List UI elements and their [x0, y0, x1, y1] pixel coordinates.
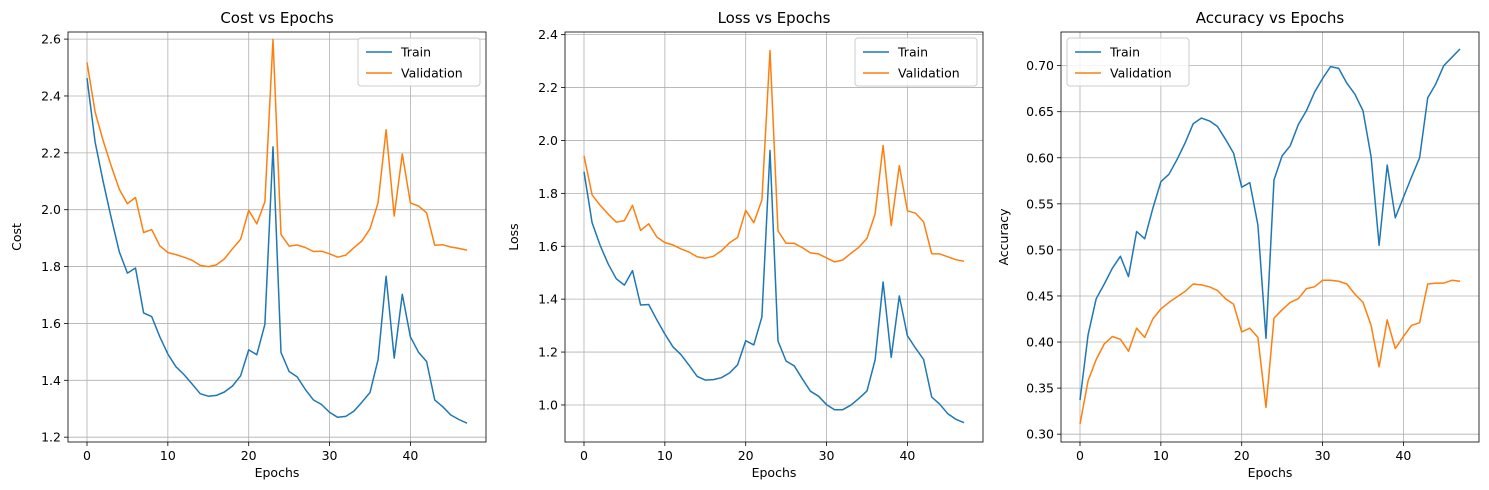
y-tick-label: 1.8: [41, 259, 61, 274]
x-tick-label: 0: [1076, 448, 1084, 463]
x-tick-label: 10: [160, 448, 176, 463]
legend-box: [357, 37, 481, 87]
y-axis-label: Loss: [506, 223, 521, 250]
grid: [1061, 32, 1479, 442]
y-tick-label: 0.55: [1026, 196, 1054, 211]
x-tick-label: 0: [580, 448, 588, 463]
legend-label-validation: Validation: [1110, 66, 1172, 81]
x-tick-label: 40: [899, 448, 915, 463]
y-tick-label: 0.65: [1026, 104, 1054, 119]
x-tick-label: 40: [402, 448, 418, 463]
y-tick-label: 1.4: [538, 292, 558, 307]
y-tick-label: 0.35: [1026, 381, 1054, 396]
legend-label-validation: Validation: [898, 66, 960, 81]
y-axis-label: Accuracy: [996, 208, 1011, 266]
series-line-train: [583, 149, 965, 424]
y-tick-label: 2.0: [538, 133, 558, 148]
x-tick-label: 40: [1395, 448, 1411, 463]
y-tick-label: 2.0: [41, 202, 61, 217]
axes-frame: [1060, 31, 1480, 443]
legend-label-train: Train: [400, 45, 431, 60]
series-line-validation: [86, 38, 468, 268]
subplot-3: 0 10 20 30 40 0.30 0.35 0.40 0.45 0.50 0.55 0.60 0.6…: [996, 9, 1480, 480]
x-axis-label: Epochs: [1248, 465, 1293, 480]
chart-title: Cost vs Epochs: [220, 9, 334, 27]
y-tick-label: 0.70: [1026, 58, 1054, 73]
legend: Train Validation: [1066, 37, 1190, 87]
legend-label-train: Train: [1109, 45, 1140, 60]
x-tick-label: 10: [1153, 448, 1169, 463]
y-tick-label: 0.60: [1026, 150, 1054, 165]
x-axis-label: Epochs: [752, 465, 797, 480]
chart-title: Accuracy vs Epochs: [1196, 9, 1345, 27]
y-tick-label: 0.50: [1026, 242, 1054, 257]
legend: Train Validation: [357, 37, 481, 87]
x-axis-label: Epochs: [255, 465, 300, 480]
legend-box: [1066, 37, 1190, 87]
axes-frame: [67, 31, 487, 443]
x-tick-label: 20: [241, 448, 257, 463]
subplot-1: 0 10 20 30 40 1.2 1.4 1.6 1.8 2.0 2.2 2.4 2.6 Cost vs…: [9, 9, 487, 480]
y-tick-label: 1.8: [538, 186, 558, 201]
chart-title: Loss vs Epochs: [718, 9, 831, 27]
x-tick-label: 20: [738, 448, 754, 463]
x-tick-label: 30: [1315, 448, 1331, 463]
y-tick-label: 2.6: [41, 32, 61, 47]
x-tick-label: 20: [1234, 448, 1250, 463]
y-tick-label: 2.2: [538, 80, 558, 95]
y-tick-label: 1.2: [538, 345, 558, 360]
y-tick-label: 1.6: [538, 239, 558, 254]
legend-label-validation: Validation: [401, 66, 463, 81]
y-tick-label: 1.0: [538, 397, 558, 412]
x-tick-label: 30: [322, 448, 338, 463]
subplot-2: 0 10 20 30 40 1.0 1.2 1.4 1.6 1.8 2.0 2.2 2.4 Loss vs…: [506, 9, 984, 480]
series-line-train: [1079, 48, 1461, 401]
x-tick-label: 10: [657, 448, 673, 463]
y-tick-label: 1.6: [41, 316, 61, 331]
series-line-validation: [1079, 279, 1461, 425]
y-tick-label: 0.40: [1026, 335, 1054, 350]
legend: Train Validation: [854, 37, 978, 87]
y-tick-label: 1.4: [41, 373, 61, 388]
y-tick-label: 1.2: [41, 430, 61, 445]
legend-label-train: Train: [897, 45, 928, 60]
y-tick-label: 0.30: [1026, 427, 1054, 442]
y-tick-label: 2.4: [538, 27, 558, 42]
x-tick-label: 30: [819, 448, 835, 463]
series-line-validation: [583, 49, 965, 263]
y-tick-label: 2.2: [41, 145, 61, 160]
legend-box: [854, 37, 978, 87]
x-tick-label: 0: [83, 448, 91, 463]
y-tick-label: 2.4: [41, 88, 61, 103]
axes-frame: [564, 31, 984, 443]
series-line-train: [86, 78, 468, 424]
y-tick-label: 0.45: [1026, 288, 1054, 303]
y-axis-label: Cost: [9, 223, 24, 251]
